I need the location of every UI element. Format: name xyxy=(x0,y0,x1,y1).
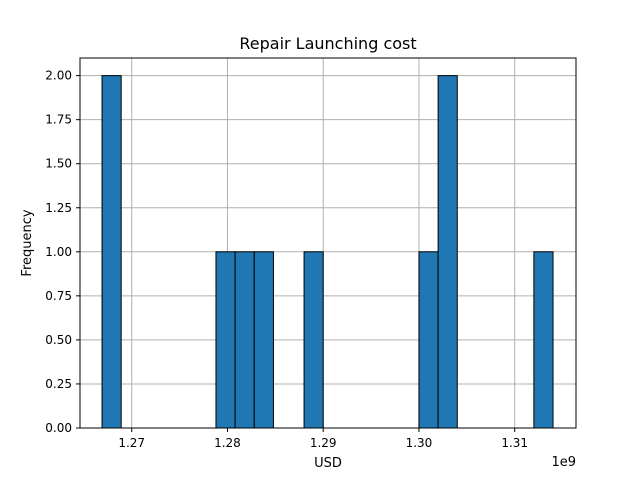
y-tick-label: 0.00 xyxy=(45,421,72,435)
histogram-bar xyxy=(253,251,274,429)
x-tick-label: 1.28 xyxy=(214,436,241,450)
grid-layer xyxy=(80,58,576,429)
y-tick-label: 1.25 xyxy=(45,201,72,215)
y-tick-label: 0.50 xyxy=(45,333,72,347)
x-axis-label: USD xyxy=(314,456,342,471)
x-tick-label: 1.30 xyxy=(406,436,433,450)
y-tick-label: 1.00 xyxy=(45,245,72,259)
x-tick-label: 1.29 xyxy=(310,436,337,450)
x-tick-label: 1.27 xyxy=(118,436,145,450)
histogram-bar xyxy=(303,251,324,429)
x-tick-label: 1.31 xyxy=(501,436,528,450)
plot-frame xyxy=(79,57,577,429)
ticks-layer: 1.27 1.28 1.29 1.30 1.31 0.00 0.25 0.50 0.75 1.00… xyxy=(45,69,528,450)
y-axis-label: Frequency xyxy=(20,209,35,276)
histogram-bar xyxy=(234,251,255,429)
y-tick-label: 1.50 xyxy=(45,157,72,171)
x-offset-label: 1e9 xyxy=(551,455,576,470)
histogram-bar xyxy=(418,251,439,429)
y-tick-label: 0.25 xyxy=(45,377,72,391)
y-tick-label: 1.75 xyxy=(45,113,72,127)
chart-title: Repair Launching cost xyxy=(239,34,416,53)
histogram-bar xyxy=(215,251,236,429)
histogram-bar xyxy=(437,75,458,429)
histogram-bar xyxy=(101,75,122,429)
y-tick-label: 2.00 xyxy=(45,69,72,83)
y-tick-label: 0.75 xyxy=(45,289,72,303)
histogram-bar xyxy=(533,251,554,429)
